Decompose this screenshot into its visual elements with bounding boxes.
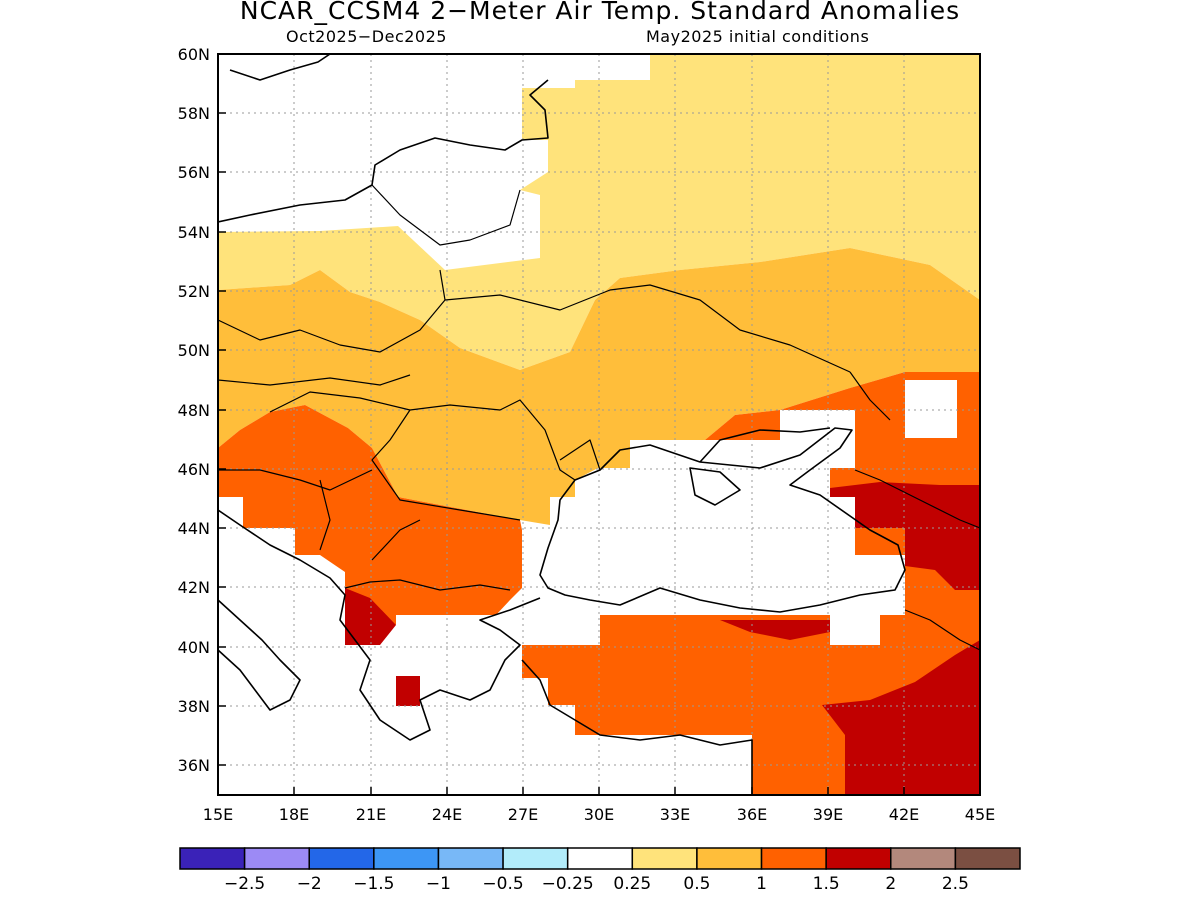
- colorbar-swatch: [437, 847, 504, 870]
- lat-tick-42n: 42N: [178, 578, 210, 597]
- lon-tick-15e: 15E: [203, 805, 233, 824]
- colorbar-label: 0.25: [613, 874, 651, 894]
- colorbar-label: −1: [426, 874, 451, 894]
- colorbar-swatch: [566, 847, 634, 870]
- lon-tick-39e: 39E: [813, 805, 843, 824]
- lon-tick-18e: 18E: [279, 805, 309, 824]
- lat-tick-56n: 56N: [178, 163, 210, 182]
- azov-coast: [699, 427, 831, 463]
- lat-tick-46n: 46N: [178, 460, 210, 479]
- chart-title: NCAR_CCSM4 2−Meter Air Temp. Standard An…: [239, 0, 961, 25]
- colorbar-swatch: [825, 847, 892, 870]
- anomaly-region-1.0-west: [218, 405, 522, 625]
- colorbar-swatch: [502, 847, 569, 870]
- anomaly-region-1.0-east: [522, 372, 980, 795]
- lon-tick-33e: 33E: [660, 805, 690, 824]
- baltic-coast: [218, 79, 549, 223]
- colorbar-swatch: [696, 847, 763, 870]
- black-sea-coast: [539, 427, 906, 613]
- colorbar-swatch: [631, 847, 698, 870]
- lat-tick-44n: 44N: [178, 519, 210, 538]
- adriatic-coast: [218, 509, 541, 741]
- colorbar-swatch: [373, 847, 440, 870]
- anomaly-region-0.25: [218, 54, 980, 370]
- anomaly-region-1.5-albania: [345, 588, 396, 645]
- lon-tick-30e: 30E: [584, 805, 614, 824]
- lon-tick-labels: 15E 18E 21E 24E 27E 30E 33E 36E 39E 42E …: [203, 805, 995, 824]
- lat-tick-48n: 48N: [178, 401, 210, 420]
- colorbar-label: 2: [885, 874, 896, 894]
- lat-tick-60n: 60N: [178, 45, 210, 64]
- lat-tick-54n: 54N: [178, 223, 210, 242]
- country-borders: [218, 184, 980, 651]
- colorbar-label: −2: [297, 874, 322, 894]
- colorbar-label: 1: [756, 874, 767, 894]
- colorbar-swatch: [179, 847, 246, 870]
- anomaly-region-1.5-greece: [396, 676, 420, 706]
- initial-conditions: May2025 initial conditions: [646, 27, 870, 46]
- colorbar-label: −1.5: [353, 874, 394, 894]
- colorbar-swatch: [954, 847, 1021, 870]
- colorbar-swatch: [243, 847, 310, 870]
- colorbar-label: −2.5: [224, 874, 265, 894]
- colorbar-label: −0.5: [482, 874, 523, 894]
- lat-tick-52n: 52N: [178, 282, 210, 301]
- anomaly-region-0.5: [218, 248, 980, 525]
- anomaly-region-1.5-anatolia: [822, 640, 980, 795]
- lat-tick-labels: 36N 38N 40N 42N 44N 46N 48N 50N 52N 54N …: [178, 45, 210, 775]
- anomaly-region-1.5-blacksea-coast: [720, 620, 830, 640]
- lat-tick-50n: 50N: [178, 341, 210, 360]
- anatolia-coast: [521, 659, 753, 795]
- colorbar-label: −0.25: [542, 874, 594, 894]
- finland-coast: [229, 54, 331, 81]
- lat-tick-58n: 58N: [178, 104, 210, 123]
- colorbar: −2.5 −2 −1.5 −1 −0.5 −0.25 0.25 0.5 1 1.5 2 2.5: [179, 847, 1021, 894]
- anomaly-field: [218, 54, 980, 795]
- colorbar-swatch: [308, 847, 375, 870]
- nodata-patch: [905, 380, 957, 438]
- forecast-period: Oct2025−Dec2025: [286, 27, 447, 46]
- lon-tick-42e: 42E: [889, 805, 919, 824]
- colorbar-label: 2.5: [942, 874, 969, 894]
- colorbar-swatch: [890, 847, 957, 870]
- axis-ticks: [217, 53, 981, 795]
- anomaly-region-1.5-caucasus: [830, 482, 980, 590]
- colorbar-label: 1.5: [813, 874, 840, 894]
- lat-tick-36n: 36N: [178, 756, 210, 775]
- lon-tick-21e: 21E: [356, 805, 386, 824]
- colorbar-swatch: [760, 847, 827, 870]
- lon-tick-27e: 27E: [508, 805, 538, 824]
- crimea-coast: [689, 467, 741, 506]
- lat-tick-38n: 38N: [178, 697, 210, 716]
- lon-tick-36e: 36E: [737, 805, 767, 824]
- lon-tick-24e: 24E: [432, 805, 462, 824]
- italy-coast: [218, 599, 301, 711]
- coastlines-and-borders: [218, 54, 980, 795]
- lat-tick-40n: 40N: [178, 638, 210, 657]
- lon-tick-45e: 45E: [965, 805, 995, 824]
- map-gridlines: [218, 54, 980, 795]
- colorbar-label: 0.5: [683, 874, 710, 894]
